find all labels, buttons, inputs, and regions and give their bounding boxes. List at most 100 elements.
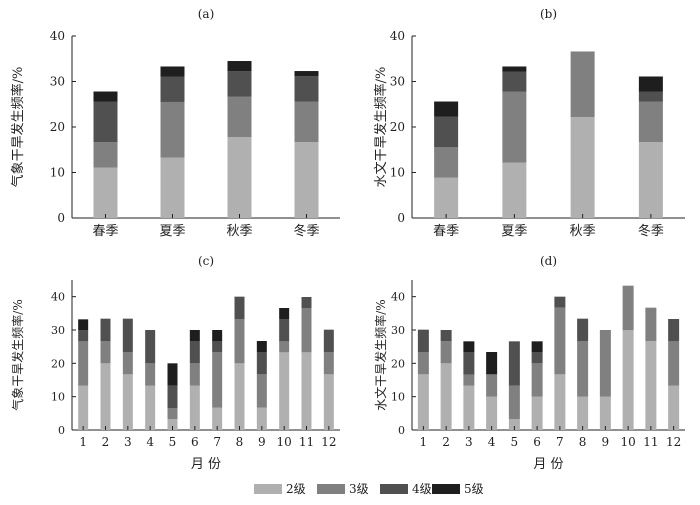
bar-segment-3级 <box>440 341 452 364</box>
x-tick-label: 11 <box>643 435 658 449</box>
bar-segment-2级 <box>502 162 527 218</box>
bar-segment-3级 <box>145 363 156 386</box>
bar-segment-3级 <box>668 341 680 386</box>
bar-segment-5级 <box>167 363 178 386</box>
x-tick-label: 1 <box>79 435 87 449</box>
bar-segment-2级 <box>508 419 520 430</box>
x-tick-label: 7 <box>213 435 221 449</box>
y-axis-label: 水文干旱发生频率/% <box>373 299 388 410</box>
bar-segment-2级 <box>599 396 611 430</box>
y-tick-label: 20 <box>50 120 65 134</box>
y-tick-label: 30 <box>51 324 65 337</box>
bar-segment-2级 <box>256 407 267 430</box>
bar-segment-2级 <box>668 385 680 430</box>
bar-segment-2级 <box>622 330 634 430</box>
bar-segment-4级 <box>227 71 252 97</box>
y-tick-label: 30 <box>390 75 405 89</box>
bar-segment-3级 <box>554 307 566 375</box>
x-tick-label: 10 <box>277 435 292 449</box>
legend-label: 5级 <box>464 482 484 496</box>
bar-segment-2级 <box>212 407 223 430</box>
panel-title: (c) <box>198 254 214 268</box>
bar-segment-5级 <box>531 341 543 353</box>
bar-segment-2级 <box>227 137 252 218</box>
bar-segment-4级 <box>93 101 118 143</box>
y-axis-label: 气象干旱发生频率/% <box>10 299 25 410</box>
x-tick-label: 11 <box>299 435 314 449</box>
x-tick-label: 春季 <box>92 224 118 239</box>
bar-segment-5级 <box>93 91 118 102</box>
bar-segment-4级 <box>554 296 566 308</box>
x-tick-label: 秋季 <box>226 224 252 239</box>
x-tick-label: 冬季 <box>293 223 319 239</box>
bar-segment-4级 <box>100 318 111 341</box>
bar-segment-3级 <box>531 363 543 397</box>
bar-segment-3级 <box>294 101 319 143</box>
x-tick-label: 2 <box>442 435 450 449</box>
bar-segment-5级 <box>212 330 223 341</box>
y-tick-label: 20 <box>51 357 65 370</box>
y-tick-label: 40 <box>50 29 65 43</box>
bar-segment-2级 <box>440 363 452 430</box>
bar-segment-4级 <box>502 71 527 92</box>
legend: 2级 3级 4级 5级 <box>254 482 484 496</box>
bar-segment-4级 <box>234 296 245 319</box>
y-tick-label: 10 <box>50 166 65 180</box>
bar-segment-4级 <box>323 329 334 352</box>
bar-segment-3级 <box>323 352 334 375</box>
bar-segment-3级 <box>122 352 133 375</box>
bar-segment-2级 <box>301 352 312 430</box>
bar-segment-2级 <box>189 385 200 430</box>
bar-segment-4级 <box>122 318 133 352</box>
bar-segment-4级 <box>417 329 429 352</box>
panel-title: (a) <box>198 7 215 21</box>
x-tick-label: 3 <box>124 435 132 449</box>
bar-segment-3级 <box>434 147 459 178</box>
y-tick-label: 0 <box>397 211 405 225</box>
bar-segment-3级 <box>167 408 178 419</box>
bar-segment-2级 <box>486 396 498 430</box>
bar-segment-5级 <box>463 341 475 353</box>
bar-segment-3级 <box>256 374 267 408</box>
legend-swatch <box>380 484 408 494</box>
bar-segment-3级 <box>508 385 520 419</box>
x-tick-label: 夏季 <box>159 224 185 239</box>
bar-segment-4级 <box>167 385 178 408</box>
x-tick-label: 6 <box>533 435 541 449</box>
legend-label: 4级 <box>412 482 432 496</box>
x-axis-label: 月 份 <box>533 457 563 472</box>
x-tick-label: 10 <box>620 435 635 449</box>
bar-segment-3级 <box>645 307 657 341</box>
bar-segment-5级 <box>486 352 498 375</box>
x-tick-label: 12 <box>321 435 336 449</box>
bar-segment-4级 <box>508 341 520 386</box>
y-tick-label: 40 <box>51 291 65 304</box>
bar-segment-3级 <box>622 285 634 330</box>
bar-segment-4级 <box>212 341 223 352</box>
bar-segment-4级 <box>668 319 680 342</box>
bar-segment-5级 <box>279 308 290 319</box>
bar-segment-4级 <box>638 91 663 102</box>
bar-segment-3级 <box>212 352 223 408</box>
x-axis-label: 月 份 <box>191 457 221 472</box>
bar-segment-4级 <box>531 352 543 364</box>
bar-segment-3级 <box>577 341 589 397</box>
bar-segment-2级 <box>234 363 245 430</box>
bar-segment-2级 <box>570 116 595 218</box>
bar-segment-4级 <box>256 352 267 375</box>
x-tick-label: 1 <box>420 435 428 449</box>
bar-segment-2级 <box>78 385 89 430</box>
y-tick-label: 0 <box>57 211 65 225</box>
bar-segment-4级 <box>189 341 200 364</box>
x-tick-label: 6 <box>191 435 199 449</box>
bar-segment-3级 <box>227 96 252 138</box>
x-tick-label: 7 <box>556 435 564 449</box>
legend-label: 2级 <box>286 482 306 496</box>
bar-segment-2级 <box>577 396 589 430</box>
bar-segment-2级 <box>434 177 459 218</box>
bar-segment-4级 <box>434 116 459 148</box>
x-tick-label: 8 <box>579 435 587 449</box>
bar-segment-5级 <box>78 319 89 331</box>
